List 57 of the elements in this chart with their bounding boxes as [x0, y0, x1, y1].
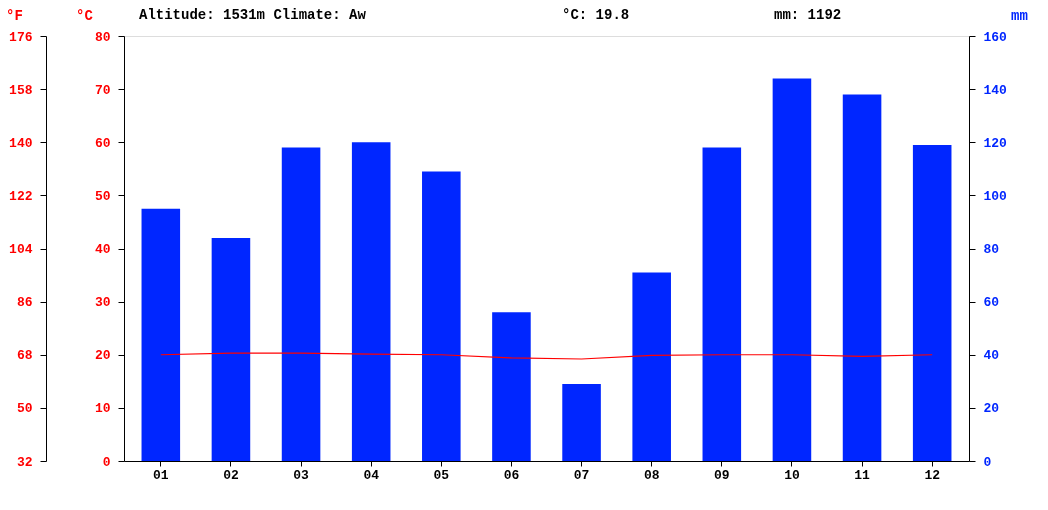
y2-tick-label: 0: [983, 454, 992, 470]
bar: [211, 237, 251, 461]
y2-tick-label: 100: [983, 188, 1008, 204]
x-tick-label: 01: [153, 467, 169, 483]
y-tick-label: 40: [94, 242, 111, 257]
y3-tick-label: 104: [9, 242, 33, 257]
y-tick-label: 80: [94, 29, 111, 45]
bar: [632, 272, 671, 461]
bar: [912, 144, 952, 461]
y2-tick-label: 20: [983, 401, 1000, 417]
y-tick-label: 20: [94, 348, 111, 364]
y-tick-label: 30: [94, 295, 111, 311]
text: °C: 19.8: [562, 7, 630, 23]
x-tick-label: 06: [503, 467, 520, 483]
bar: [702, 147, 742, 461]
y-tick-label: 60: [94, 135, 111, 151]
y3-tick-label: 86: [16, 295, 33, 311]
y2-tick-label: 120: [983, 135, 1008, 151]
x-tick-label: 02: [223, 467, 239, 483]
bar: [842, 94, 882, 461]
x-tick-label: 11: [854, 467, 871, 483]
text: Altitude: 1531m Climate: Aw: [139, 7, 367, 23]
y2-tick-label: 60: [983, 295, 1000, 311]
y3-axis-title: °F: [6, 7, 23, 24]
y-tick-label: 50: [94, 188, 111, 204]
y2-axis-title: mm: [1011, 7, 1028, 24]
x-tick-label: 09: [714, 467, 730, 483]
y2-tick-label: 80: [983, 242, 1000, 257]
y-tick-label: 70: [94, 82, 111, 98]
y2-tick-label: 140: [983, 82, 1008, 98]
x-tick-label: 08: [643, 467, 660, 483]
y-axis-title: °C: [76, 7, 94, 24]
x-tick-label: 12: [924, 467, 941, 483]
bar: [562, 383, 601, 461]
y2-tick-label: 160: [983, 29, 1008, 45]
x-tick-label: 07: [573, 467, 590, 483]
text: mm: 1192: [774, 7, 842, 23]
y3-tick-label: 122: [9, 188, 33, 204]
y-tick-label: 0: [102, 454, 111, 470]
y-tick-label: 10: [94, 401, 111, 417]
x-tick-label: 10: [784, 467, 800, 483]
x-tick-label: 05: [433, 467, 450, 483]
y3-tick-label: 176: [9, 29, 33, 45]
bar: [772, 78, 812, 461]
y3-tick-label: 32: [16, 454, 33, 470]
bar: [492, 312, 531, 461]
y3-tick-label: 68: [16, 348, 33, 364]
y3-tick-label: 140: [9, 135, 33, 151]
bar: [281, 147, 321, 461]
x-tick-label: 03: [293, 467, 310, 483]
bar: [141, 208, 181, 461]
y3-tick-label: 158: [9, 82, 33, 98]
y2-tick-label: 40: [983, 348, 1000, 364]
bar: [351, 142, 391, 461]
y3-tick-label: 50: [16, 401, 33, 417]
bar: [422, 171, 461, 461]
x-tick-label: 04: [363, 467, 380, 483]
